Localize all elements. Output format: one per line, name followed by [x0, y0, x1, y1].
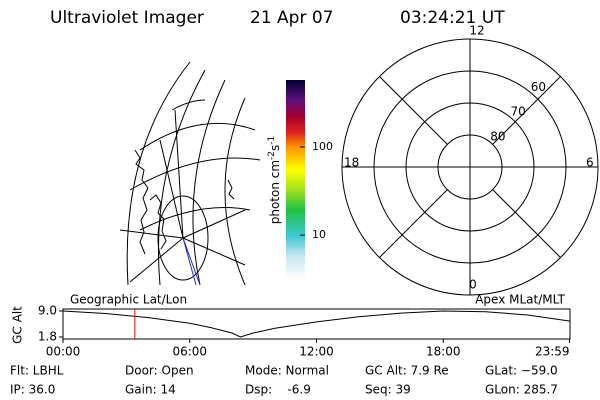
mlt-diagonals: [379, 76, 561, 258]
mlt-spokes: [342, 39, 598, 295]
ylabel: GC Alt: [11, 306, 25, 344]
colorbar-label: photon cm-2s-1: [267, 136, 282, 225]
time: 03:24:21 UT: [400, 8, 505, 28]
title: Ultraviolet Imager: [50, 8, 204, 28]
status-field: GLat: −59.0: [485, 364, 558, 378]
lat-label: 60: [531, 80, 546, 94]
mlt-label: 18: [344, 156, 359, 170]
colorbar: [286, 80, 305, 280]
status-field: Dsp: -6.9: [245, 383, 311, 397]
mlt-label: 6: [586, 156, 594, 170]
x-tick-label: 00:00: [46, 345, 81, 359]
plot-frame: [62, 308, 571, 340]
status-field: Door: Open: [125, 364, 194, 378]
status-field: Flt: LBHL: [10, 364, 64, 378]
mlt-label: 12: [469, 24, 484, 38]
y-tick-label: 9.0: [38, 304, 57, 318]
status-field: Gain: 14: [125, 383, 176, 397]
geographic-map: [119, 61, 261, 286]
status-field: IP: 36.0: [10, 383, 55, 397]
status-field: GC Alt: 7.9 Re: [365, 364, 449, 378]
lat-label: 70: [510, 105, 525, 119]
colorbar-tick-label: 100: [312, 140, 333, 153]
lat-label: 80: [490, 129, 505, 143]
mlt-label: 0: [469, 278, 477, 292]
colorbar-tick-label: 10: [312, 228, 326, 241]
status-field: GLon: 285.7: [485, 383, 558, 397]
x-tick-label: 18:00: [426, 345, 461, 359]
x-tick-label: 12:00: [299, 345, 334, 359]
date: 21 Apr 07: [250, 8, 333, 28]
right-label: Apex MLat/MLT: [475, 293, 565, 307]
altitude-curve: [62, 310, 571, 338]
left-label: Geographic Lat/Lon: [70, 293, 187, 307]
status-field: Mode: Normal: [245, 364, 329, 378]
status-field: Seq: 39: [365, 383, 411, 397]
y-tick-label: 1.8: [38, 330, 57, 344]
x-tick-label: 06:00: [172, 345, 207, 359]
x-tick-label: 23:59: [535, 345, 570, 359]
